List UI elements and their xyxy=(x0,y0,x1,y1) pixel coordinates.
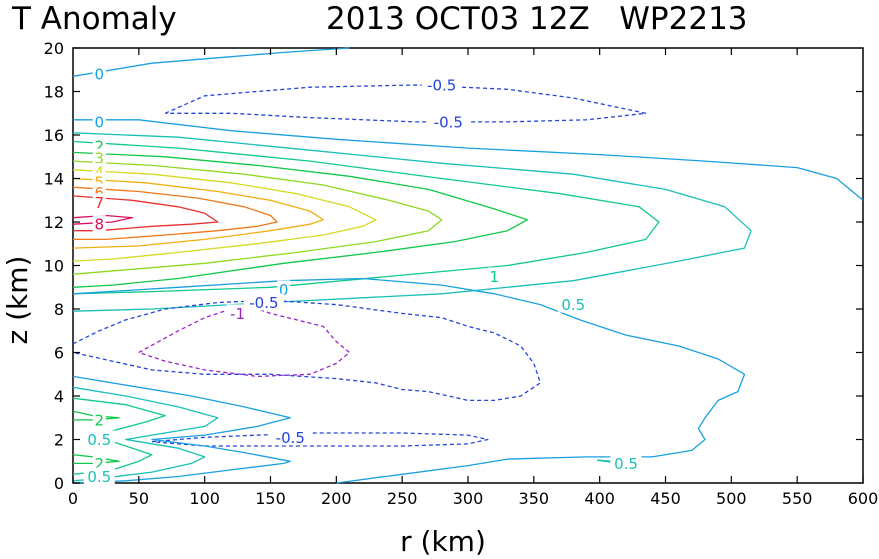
contour-label-19: 2 xyxy=(95,455,105,473)
contour-3 xyxy=(72,132,752,312)
y-axis-label: z (km) xyxy=(1,256,34,345)
contour-label-bg-3 xyxy=(92,112,106,130)
y-tick-label-12: 12 xyxy=(44,213,64,232)
contour-label-bg-17 xyxy=(83,430,115,448)
contour-label-bg-11 xyxy=(487,267,501,285)
x-tick-label-50: 50 xyxy=(129,489,149,508)
x-tick-label-150: 150 xyxy=(255,489,286,508)
contour-20 xyxy=(72,454,120,465)
y-tick-label-20: 20 xyxy=(44,39,64,58)
contour-2 xyxy=(73,119,864,201)
contour-label-bg-13 xyxy=(277,280,291,298)
y-tick-label-16: 16 xyxy=(44,126,64,145)
contour-7 xyxy=(72,169,377,262)
contour-label-15: -1 xyxy=(230,305,245,323)
x-tick-label-100: 100 xyxy=(189,489,220,508)
x-tick-label-450: 450 xyxy=(650,489,681,508)
contour-0 xyxy=(72,47,350,77)
contour-label-18: -0.5 xyxy=(276,429,305,447)
y-tick-label-18: 18 xyxy=(44,83,64,102)
contour-label-bg-14 xyxy=(243,293,284,311)
contour-1 xyxy=(164,84,647,123)
contour-label-bg-9 xyxy=(92,193,106,211)
contour-label-11: 1 xyxy=(490,268,500,286)
contour-4 xyxy=(72,140,660,295)
contour-label-21: 0.5 xyxy=(614,455,638,473)
contour-6 xyxy=(72,160,443,275)
x-tick-label-600: 600 xyxy=(848,489,879,508)
contour-label-bg-19 xyxy=(92,454,106,472)
contour-label-bg-18 xyxy=(270,428,311,446)
x-tick-label-400: 400 xyxy=(584,489,615,508)
x-axis: 0 50 100 150 200 250 300 350 400 450 500 550 600 xyxy=(68,48,878,508)
contour-label-14: -0.5 xyxy=(249,294,278,312)
contour-label-2: -0.5 xyxy=(434,113,463,131)
contour-label-7: 5 xyxy=(95,173,105,191)
contour-label-bg-2 xyxy=(428,112,469,130)
contour-9 xyxy=(72,186,278,241)
contour-label-bg-21 xyxy=(610,454,642,472)
contour-label-bg-10 xyxy=(92,215,106,233)
y-tick-label-2: 2 xyxy=(54,431,64,450)
contour-label-10: 8 xyxy=(95,216,105,234)
contour-label-6: 4 xyxy=(95,164,105,182)
contour-16 xyxy=(72,375,291,484)
x-axis-label: r (km) xyxy=(400,525,486,558)
contour-label-16: 2 xyxy=(95,411,105,429)
x-tick-label-500: 500 xyxy=(716,489,747,508)
contour-17 xyxy=(72,386,219,482)
contour-15 xyxy=(151,432,489,447)
contour-label-13: 0 xyxy=(279,281,289,299)
contour-label-0: 0 xyxy=(95,66,105,84)
y-tick-label-14: 14 xyxy=(44,170,64,189)
chart-title-left: T Anomaly xyxy=(11,1,177,37)
x-tick-label-0: 0 xyxy=(68,489,78,508)
contour-label-bg-15 xyxy=(226,304,249,322)
y-tick-label-4: 4 xyxy=(54,387,64,406)
contour-label-bg-20 xyxy=(83,467,115,485)
contour-label-9: 7 xyxy=(95,194,105,212)
contour-8 xyxy=(72,177,324,249)
x-tick-label-350: 350 xyxy=(519,489,550,508)
chart-title-right: 2013 OCT03 12Z WP2213 xyxy=(326,1,748,37)
x-tick-label-200: 200 xyxy=(321,489,352,508)
contour-5 xyxy=(72,151,528,288)
y-tick-label-6: 6 xyxy=(54,344,64,363)
contour-label-17: 0.5 xyxy=(87,431,111,449)
contour-label-bg-12 xyxy=(557,295,589,313)
contour-label-4: 2 xyxy=(95,137,105,155)
contour-14 xyxy=(138,303,351,378)
contour-label-bg-0 xyxy=(92,65,106,83)
contour-label-3: 0 xyxy=(95,113,105,131)
y-tick-label-8: 8 xyxy=(54,300,64,319)
contour-lines xyxy=(72,47,864,484)
contour-label-1: -0.5 xyxy=(427,77,456,95)
contour-label-20: 0.5 xyxy=(87,468,111,486)
contour-19 xyxy=(72,410,120,421)
contour-label-bg-5 xyxy=(92,148,106,166)
x-tick-label-250: 250 xyxy=(387,489,418,508)
contour-label-12: 0.5 xyxy=(561,296,585,314)
contour-label-bg-16 xyxy=(92,410,106,428)
y-tick-label-10: 10 xyxy=(44,257,64,276)
contour-12 xyxy=(72,277,746,484)
contour-label-bg-1 xyxy=(421,76,462,93)
contour-13 xyxy=(72,299,542,402)
contour-label-8: 6 xyxy=(95,184,105,202)
y-tick-label-0: 0 xyxy=(54,474,64,493)
x-tick-label-550: 550 xyxy=(782,489,813,508)
x-tick-label-300: 300 xyxy=(453,489,484,508)
contour-label-5: 3 xyxy=(95,149,105,167)
contour-10 xyxy=(72,195,219,232)
